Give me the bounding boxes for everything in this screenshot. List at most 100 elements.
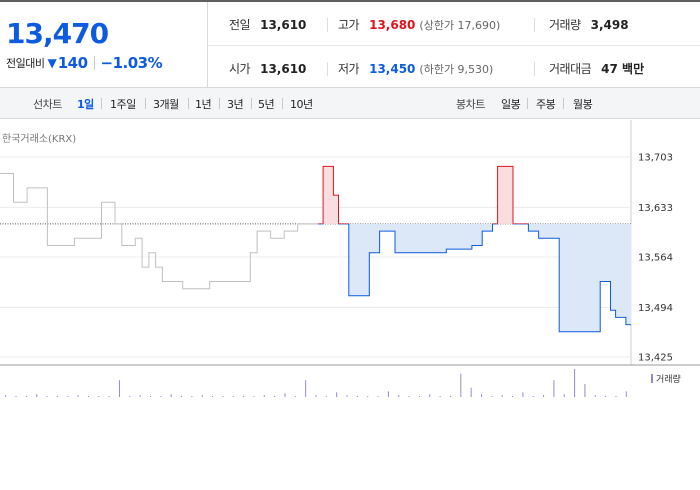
- volume-bar: [56, 396, 58, 397]
- tab-monthly-candle[interactable]: 월봉: [573, 98, 593, 111]
- volume-bar: [429, 394, 431, 397]
- chart-period-bar: 선차트 1일 1주일 3개월 1년 3년 5년 10년 봉차트 일봉 주봉 월봉: [0, 88, 700, 119]
- tab-weekly-candle[interactable]: 주봉: [536, 98, 556, 111]
- candle-chart-label: 봉차트: [456, 98, 485, 111]
- volume-bar: [15, 396, 17, 397]
- volume-bar: [149, 396, 151, 397]
- trade-value-value: 47 백만: [601, 62, 645, 76]
- divider: [327, 62, 328, 76]
- volume-bar: [181, 396, 183, 397]
- volume-bar: [377, 396, 379, 397]
- volume-bar: [532, 396, 534, 397]
- down-fill: [625, 223, 632, 325]
- down-fill: [425, 223, 432, 253]
- volume-bar: [263, 395, 265, 397]
- down-fill: [564, 223, 570, 332]
- volume-bar: [512, 396, 514, 397]
- volume-bar: [222, 396, 224, 397]
- trade-value-label: 거래대금: [549, 62, 592, 76]
- volume-stat: 거래량 3,498: [549, 16, 629, 33]
- down-fill: [400, 223, 406, 253]
- line-chart-label: 선차트: [33, 98, 62, 111]
- volume-bar: [284, 393, 286, 397]
- volume-bar: [460, 373, 462, 397]
- down-fill: [574, 223, 581, 332]
- price-change: 전일대비 ▼ 140 −1.03%: [6, 54, 163, 72]
- price-chart: 13,425 13,494 13,564 13,633 13,703: [0, 120, 700, 397]
- volume-bar: [305, 380, 307, 397]
- up-fill: [507, 166, 514, 224]
- volume-bar: [491, 396, 493, 397]
- down-fill: [466, 223, 473, 250]
- down-fill: [487, 223, 493, 232]
- down-fill: [482, 223, 488, 232]
- volume-bar: [625, 391, 627, 397]
- down-fill: [456, 223, 463, 250]
- down-fill: [533, 223, 540, 232]
- down-fill: [543, 223, 550, 239]
- volume-legend: 거래량: [651, 372, 681, 385]
- volume-bar: [418, 396, 420, 397]
- tab-1year[interactable]: 1년: [195, 98, 212, 111]
- volume-bar: [481, 394, 483, 397]
- volume-bar: [356, 396, 358, 397]
- current-price: 13,470: [6, 17, 109, 50]
- volume-bar: [294, 396, 296, 397]
- down-fill: [451, 223, 458, 250]
- open-stat: 시가 13,610: [229, 60, 306, 77]
- divider: [93, 56, 95, 70]
- up-fill: [502, 166, 509, 224]
- tab-daily-candle[interactable]: 일봉: [501, 98, 521, 111]
- divider: [251, 98, 252, 109]
- volume-bar: [584, 383, 586, 397]
- up-fill: [323, 166, 329, 224]
- down-fill: [384, 223, 391, 232]
- down-fill: [379, 223, 386, 232]
- down-fill: [374, 223, 381, 253]
- down-fill: [359, 223, 365, 296]
- volume-bar: [408, 396, 410, 397]
- tab-1week[interactable]: 1주일: [110, 98, 136, 111]
- down-fill: [471, 223, 478, 246]
- y-tick-label: 13,494: [638, 303, 673, 314]
- down-fill: [559, 223, 565, 332]
- volume-bar: [191, 396, 193, 397]
- volume-bar: [201, 395, 203, 397]
- divider: [208, 45, 700, 46]
- volume-bar: [139, 395, 141, 397]
- change-label: 전일대비: [6, 57, 45, 70]
- down-fill: [569, 223, 576, 332]
- down-fill: [610, 223, 617, 311]
- tab-3year[interactable]: 3년: [227, 98, 244, 111]
- prev-day-line: [0, 173, 318, 290]
- volume-bar: [87, 396, 89, 397]
- volume-bar: [367, 396, 369, 397]
- down-fill: [436, 223, 442, 253]
- price-summary: 13,470 전일대비 ▼ 140 −1.03% 전일 13,610 고가 13…: [0, 2, 700, 88]
- volume-bar: [501, 395, 503, 397]
- high-value: 13,680: [369, 18, 416, 32]
- tab-3month[interactable]: 3개월: [153, 98, 179, 111]
- divider: [188, 98, 189, 109]
- volume-bar: [67, 396, 69, 397]
- top-border: [0, 0, 700, 2]
- divider: [282, 98, 283, 109]
- y-tick-label: 13,564: [638, 253, 673, 264]
- divider: [101, 98, 102, 109]
- volume-bar: [615, 396, 617, 397]
- volume-bar: [160, 396, 162, 397]
- volume-bar: [5, 395, 7, 397]
- y-tick-label: 13,703: [638, 153, 673, 164]
- down-fill: [410, 223, 416, 253]
- volume-bar: [243, 396, 245, 397]
- down-fill: [420, 223, 427, 253]
- down-fill: [620, 223, 627, 318]
- tab-5year[interactable]: 5년: [258, 98, 275, 111]
- up-fill: [333, 195, 340, 224]
- exchange-label: 한국거래소(KRX): [2, 134, 77, 145]
- tab-1day[interactable]: 1일: [77, 98, 94, 111]
- volume-bar: [118, 380, 120, 397]
- down-fill: [353, 223, 360, 296]
- volume-bar: [553, 380, 555, 397]
- tab-10year[interactable]: 10년: [290, 98, 313, 111]
